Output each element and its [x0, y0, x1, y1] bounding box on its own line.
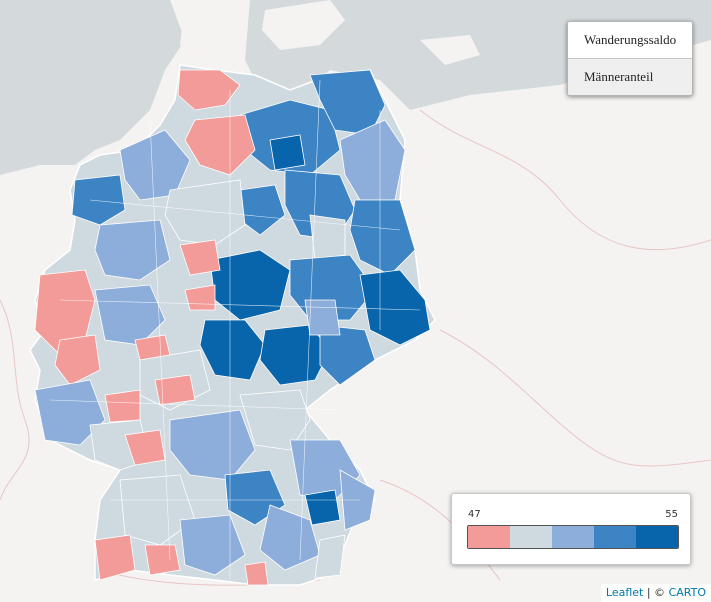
map-attribution: Leaflet | © CARTO: [600, 584, 711, 602]
attribution-separator: | ©: [643, 586, 669, 599]
carto-link[interactable]: CARTO: [668, 586, 706, 599]
legend: 47 55: [451, 493, 691, 565]
legend-swatch: [510, 526, 552, 548]
legend-color-bar: [467, 525, 679, 549]
layer-option-wanderungssaldo[interactable]: Wanderungssaldo: [568, 22, 692, 58]
legend-swatch: [594, 526, 636, 548]
layer-option-maenneranteil[interactable]: Männeranteil: [568, 58, 692, 95]
north-sea: [0, 0, 185, 175]
district-polygons[interactable]: [34, 69, 431, 586]
denmark-land: [180, 0, 250, 60]
layer-control: Wanderungssaldo Männeranteil: [567, 21, 693, 96]
legend-swatch: [468, 526, 510, 548]
legend-max-label: 55: [665, 509, 678, 520]
danish-island: [262, 0, 345, 50]
legend-min-label: 47: [468, 509, 481, 520]
leaflet-link[interactable]: Leaflet: [605, 586, 644, 599]
island-bornholm: [420, 35, 480, 65]
legend-swatch: [552, 526, 594, 548]
legend-swatch: [636, 526, 678, 548]
district-mesh: [49, 79, 421, 580]
